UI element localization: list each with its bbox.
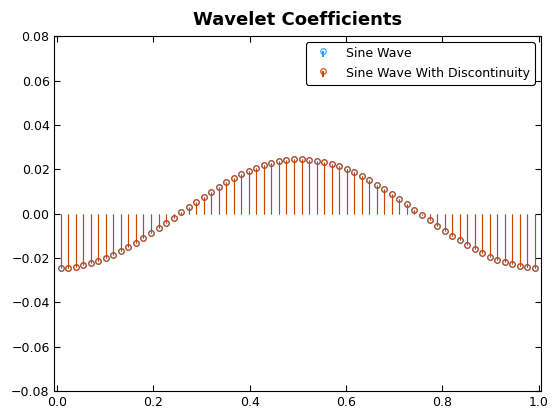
Title: Wavelet Coefficients: Wavelet Coefficients: [193, 11, 402, 29]
Legend: Sine Wave, Sine Wave With Discontinuity: Sine Wave, Sine Wave With Discontinuity: [306, 42, 535, 85]
